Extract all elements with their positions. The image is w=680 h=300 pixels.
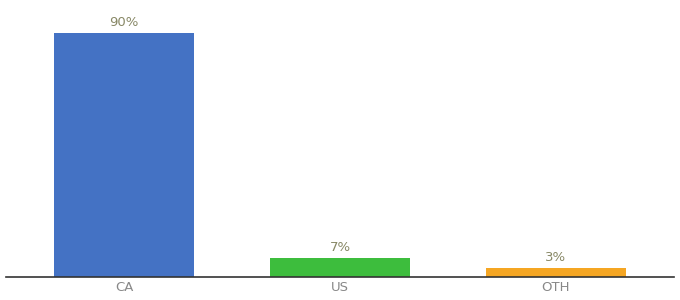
Text: 7%: 7% <box>329 241 351 254</box>
Text: 3%: 3% <box>545 251 566 264</box>
Bar <box>270 258 410 277</box>
Text: 90%: 90% <box>109 16 139 28</box>
Bar <box>54 33 194 277</box>
Bar <box>486 268 626 277</box>
